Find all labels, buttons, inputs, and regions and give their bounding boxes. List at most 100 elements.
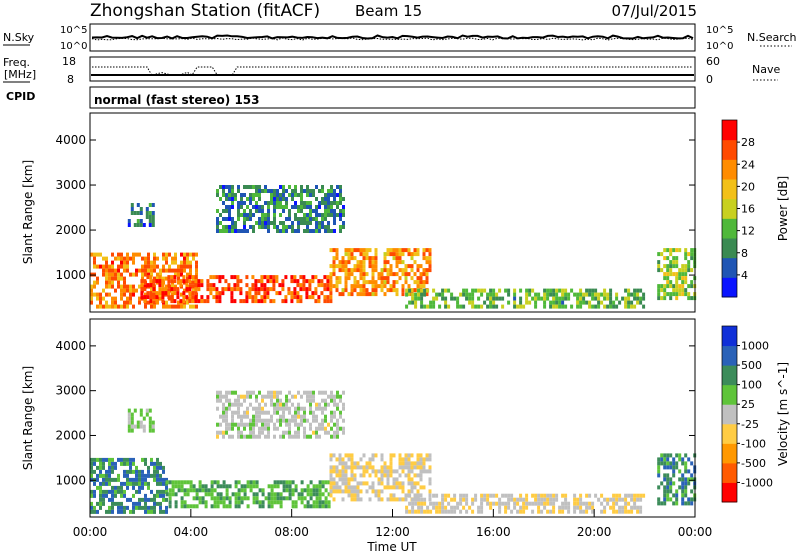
echo-cell	[429, 501, 433, 506]
colorbar-tick-label: 25	[741, 398, 755, 411]
echo-cell	[329, 264, 333, 269]
echo-cell	[267, 394, 270, 399]
echo-cell	[329, 295, 333, 300]
echo-cell	[180, 304, 183, 309]
echo-cell	[347, 252, 351, 257]
echo-cell	[447, 493, 451, 498]
echo-cell	[374, 252, 378, 257]
echo-cell	[300, 414, 303, 419]
echo-cell	[246, 410, 249, 415]
echo-cell	[287, 287, 291, 292]
echo-cell	[630, 493, 634, 498]
echo-cell	[612, 509, 616, 514]
echo-cell	[657, 457, 661, 462]
echo-cell	[315, 225, 318, 229]
echo-cell	[315, 488, 319, 493]
echo-cell	[347, 465, 351, 470]
echo-cell	[299, 287, 303, 292]
echo-cell	[102, 304, 105, 309]
echo-cell	[459, 497, 463, 502]
echo-cell	[507, 493, 511, 498]
freq-tick-hi: 18	[62, 55, 76, 68]
echo-cell	[690, 477, 694, 482]
echo-cell	[273, 201, 276, 205]
echo-cell	[180, 500, 184, 505]
echo-cell	[171, 292, 174, 297]
echo-cell	[419, 477, 423, 482]
echo-cell	[105, 264, 108, 269]
echo-cell	[297, 426, 300, 431]
echo-cell	[257, 299, 261, 304]
echo-cell	[255, 418, 258, 423]
echo-cell	[285, 488, 289, 493]
echo-cell	[99, 501, 102, 506]
echo-cell	[386, 497, 390, 502]
echo-cell	[543, 493, 547, 498]
echo-cell	[267, 213, 270, 217]
echo-cell	[300, 193, 303, 197]
echo-cell	[285, 189, 288, 193]
echo-cell	[507, 505, 511, 510]
echo-cell	[666, 465, 670, 470]
echo-cell	[264, 201, 267, 205]
echo-cell	[320, 279, 324, 284]
echo-cell	[416, 284, 420, 289]
echo-cell	[111, 469, 114, 474]
echo-cell	[416, 268, 420, 273]
echo-cell	[309, 217, 312, 221]
echo-cell	[522, 497, 526, 502]
echo-cell	[303, 434, 306, 439]
echo-cell	[231, 390, 234, 395]
echo-cell	[227, 287, 231, 292]
echo-cell	[606, 292, 610, 297]
echo-cell	[633, 493, 637, 498]
echo-cell	[127, 412, 131, 417]
echo-cell	[615, 304, 619, 309]
echo-cell	[341, 268, 345, 273]
echo-cell	[318, 488, 322, 493]
echo-cell	[279, 406, 282, 411]
echo-cell	[225, 205, 228, 209]
echo-cell	[336, 390, 339, 395]
echo-cell	[174, 268, 177, 273]
echo-cell	[222, 193, 225, 197]
echo-cell	[216, 480, 220, 485]
echo-cell	[489, 304, 493, 309]
echo-cell	[338, 276, 342, 281]
echo-cell	[130, 412, 134, 417]
echo-cell	[465, 497, 469, 502]
echo-cell	[138, 252, 141, 257]
echo-cell	[314, 275, 318, 280]
echo-cell	[386, 272, 390, 277]
echo-cell	[165, 485, 168, 490]
echo-cell	[180, 260, 183, 265]
echo-cell	[279, 422, 282, 427]
echo-cell	[130, 424, 134, 429]
echo-cell	[237, 426, 240, 431]
echo-cell	[684, 272, 688, 277]
echo-cell	[576, 296, 580, 301]
echo-cell	[522, 505, 526, 510]
echo-cell	[356, 264, 360, 269]
echo-cell	[240, 422, 243, 427]
echo-cell	[221, 287, 225, 292]
echo-cell	[228, 426, 231, 431]
echo-cell	[374, 248, 378, 253]
echo-cell	[161, 279, 165, 284]
echo-cell	[477, 304, 481, 309]
echo-cell	[176, 295, 180, 300]
echo-cell	[168, 268, 171, 273]
echo-cell	[185, 279, 189, 284]
echo-cell	[690, 256, 694, 261]
echo-cell	[356, 481, 360, 486]
echo-cell	[678, 453, 682, 458]
echo-cell	[633, 296, 637, 301]
echo-cell	[486, 292, 490, 297]
echo-cell	[362, 252, 366, 257]
echo-cell	[254, 299, 258, 304]
echo-cell	[297, 390, 300, 395]
echo-cell	[435, 501, 439, 506]
echo-cell	[483, 300, 487, 305]
echo-cell	[666, 264, 670, 269]
